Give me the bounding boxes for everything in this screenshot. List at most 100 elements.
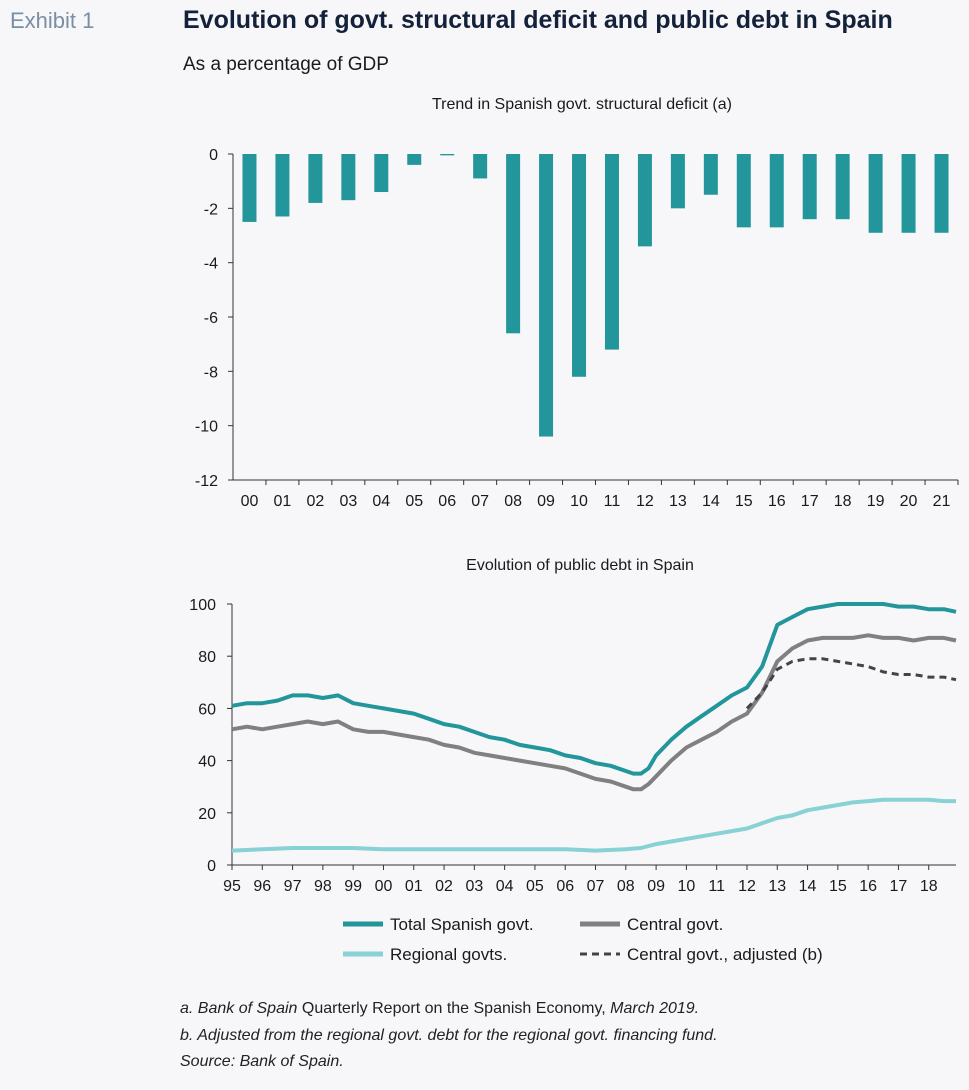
bar-x-tick-label: 06 [438, 493, 456, 510]
line-x-tick-label: 11 [708, 878, 725, 895]
line-x-tick-label: 96 [253, 878, 271, 895]
line-x-tick-label: 05 [526, 878, 544, 895]
line-x-tick-label: 07 [587, 878, 605, 895]
line-x-tick-label: 18 [920, 878, 938, 895]
bar-y-tick-label: -8 [204, 364, 218, 381]
line-y-tick-label: 0 [207, 858, 216, 875]
footnote-a-upright: Quarterly Report on the Spanish Economy, [297, 1000, 606, 1017]
bar-21 [934, 154, 949, 233]
bar-y-tick-label: -6 [204, 310, 218, 327]
line-y-tick-label: 80 [198, 649, 216, 666]
line-chart-title: Evolution of public debt in Spain [466, 557, 694, 574]
bar-x-tick-label: 12 [636, 493, 654, 510]
bar-09 [539, 154, 554, 437]
line-y-tick-label: 60 [198, 701, 216, 718]
line-x-tick-label: 06 [556, 878, 574, 895]
bar-20 [901, 154, 916, 233]
bar-16 [769, 154, 784, 228]
exhibit-label: Exhibit 1 [10, 8, 95, 33]
line-x-tick-label: 15 [829, 878, 847, 895]
series-line-0 [231, 602, 957, 776]
footnotes: a. Bank of Spain Quarterly Report on the… [180, 996, 718, 1076]
bar-00 [242, 154, 257, 222]
page-subtitle: As a percentage of GDP [183, 54, 389, 75]
series-line-2 [231, 797, 956, 853]
bar-06 [440, 154, 455, 156]
bar-15 [736, 154, 751, 228]
bar-18 [835, 154, 850, 220]
bar-x-tick-label: 00 [241, 493, 259, 510]
bar-x-tick-label: 20 [900, 493, 918, 510]
bar-x-tick-label: 09 [537, 493, 555, 510]
bar-x-tick-label: 04 [372, 493, 390, 510]
line-chart-legend: Total Spanish govt. Central govt. Regional… [343, 915, 823, 964]
line-x-tick-label: 10 [677, 878, 695, 895]
bar-02 [308, 154, 323, 203]
bar-14 [703, 154, 718, 195]
bar-x-tick-label: 05 [405, 493, 423, 510]
line-x-tick-label: 16 [859, 878, 877, 895]
footnote-b: b. Adjusted from the regional govt. debt… [180, 1026, 718, 1044]
bar-05 [407, 154, 422, 165]
bar-17 [802, 154, 817, 220]
line-x-tick-label: 12 [738, 878, 756, 895]
series-line-1 [231, 633, 957, 792]
line-x-tick-label: 09 [647, 878, 665, 895]
bar-x-tick-label: 17 [801, 493, 819, 510]
line-x-tick-label: 08 [617, 878, 635, 895]
bar-x-tick-label: 13 [669, 493, 687, 510]
bar-x-tick-label: 14 [702, 493, 720, 510]
bar-03 [341, 154, 356, 201]
line-x-tick-label: 13 [768, 878, 786, 895]
line-x-tick-label: 01 [405, 878, 423, 895]
bar-x-tick-label: 01 [274, 493, 292, 510]
line-x-tick-label: 04 [496, 878, 514, 895]
bar-y-tick-label: -12 [195, 473, 218, 490]
bar-10 [572, 154, 587, 377]
line-x-tick-label: 98 [314, 878, 332, 895]
bar-01 [275, 154, 290, 217]
line-x-tick-label: 99 [344, 878, 362, 895]
line-x-tick-label: 03 [465, 878, 483, 895]
bar-08 [506, 154, 521, 334]
footnote-a-prefix: a. Bank of Spain [180, 1000, 298, 1017]
source-note: Source: Bank of Spain. [180, 1053, 344, 1070]
bar-11 [604, 154, 619, 350]
bar-07 [473, 154, 488, 179]
bar-y-tick-label: 0 [209, 147, 218, 164]
legend-label-1: Central govt. [627, 915, 723, 934]
bar-y-tick-label: -10 [195, 419, 218, 436]
bar-x-tick-label: 07 [471, 493, 489, 510]
legend-label-3: Central govt., adjusted (b) [627, 945, 823, 964]
line-x-tick-label: 14 [799, 878, 817, 895]
bar-x-tick-label: 11 [604, 493, 621, 510]
bar-x-tick-label: 02 [306, 493, 324, 510]
bar-19 [868, 154, 883, 233]
bar-x-tick-label: 16 [768, 493, 786, 510]
line-x-tick-label: 17 [890, 878, 908, 895]
debt-line-chart: Evolution of public debt in Spain 100806… [189, 557, 957, 895]
line-x-tick-label: 95 [223, 878, 241, 895]
bar-x-tick-label: 10 [570, 493, 588, 510]
footnote-a: a. Bank of Spain Quarterly Report on the… [180, 996, 718, 1023]
bar-04 [374, 154, 389, 193]
bar-x-tick-label: 19 [867, 493, 885, 510]
bar-y-tick-label: -2 [204, 201, 218, 218]
bar-y-tick-label: -4 [204, 256, 218, 273]
bar-13 [670, 154, 685, 209]
footnote-a-suffix: March 2019. [605, 1000, 700, 1017]
bar-x-tick-label: 15 [735, 493, 753, 510]
series-line-3 [745, 657, 957, 710]
line-x-tick-label: 00 [375, 878, 393, 895]
legend-label-0: Total Spanish govt. [390, 915, 534, 934]
deficit-bar-chart: Trend in Spanish govt. structural defici… [195, 96, 959, 510]
bar-x-tick-label: 21 [933, 493, 951, 510]
bar-x-tick-label: 08 [504, 493, 522, 510]
bar-12 [637, 154, 652, 247]
legend-label-2: Regional govts. [390, 945, 507, 964]
line-y-tick-label: 20 [198, 806, 216, 823]
bar-chart-title: Trend in Spanish govt. structural defici… [432, 96, 732, 113]
page-title: Evolution of govt. structural deficit an… [183, 6, 893, 34]
bar-x-tick-label: 03 [339, 493, 357, 510]
